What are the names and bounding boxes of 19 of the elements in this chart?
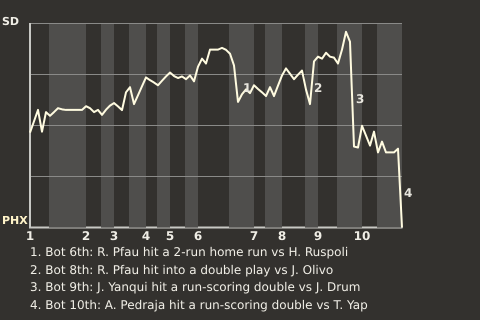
x-tick-label: 5 — [166, 228, 174, 243]
x-tick-label: 1 — [26, 228, 34, 243]
text: 2. Bot 8th: R. Pfau hit into a double play vs J. Olivo — [30, 262, 334, 278]
x-tick-label: 9 — [314, 228, 322, 243]
x-tick-label: 6 — [194, 228, 202, 243]
text: 3. Bot 9th: J. Yanqui hit a run-scoring double vs J. Drum — [30, 279, 362, 296]
x-tick-label: 4 — [142, 228, 150, 243]
x-tick-label: 3 — [110, 228, 118, 243]
text: 4 — [404, 186, 412, 200]
x-tick-label: 2 — [82, 228, 90, 243]
annotation: 2 — [314, 81, 322, 95]
x-tick-label: 7 — [250, 228, 258, 243]
x-tick-label: 8 — [278, 228, 286, 243]
text: 4. Bot 10th: A. Pedraja hit a run-scoring double vs T. Yap — [30, 296, 368, 314]
text: 1. Bot 6th: R. Pfau hit a 2-run home run vs H. Ruspoli — [30, 244, 350, 261]
x-tick-label: 10 — [354, 228, 370, 243]
text: PHX — [2, 214, 28, 227]
annotation: 3 — [356, 92, 364, 106]
text: SD — [2, 15, 20, 28]
